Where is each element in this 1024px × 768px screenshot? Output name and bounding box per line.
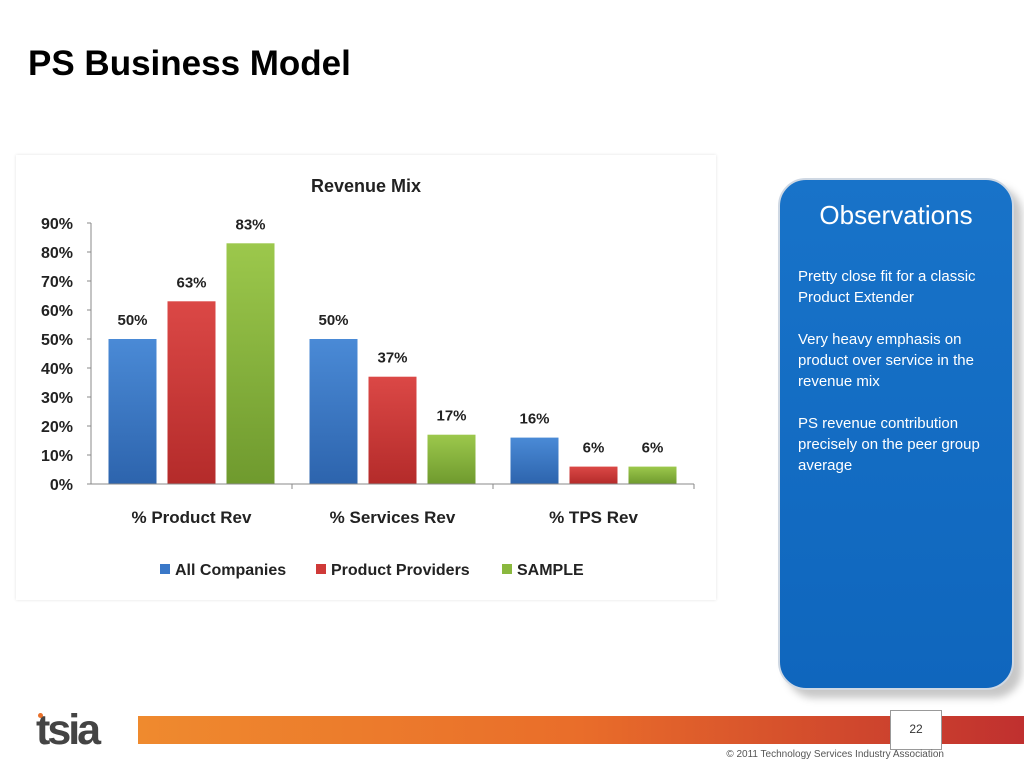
bar-groups: 50% 63% 83% 50% 37% 17% 16% 6% 6% [108, 216, 677, 484]
legend-swatch [502, 564, 512, 574]
bar-data-label: 6% [583, 440, 605, 457]
bar [628, 466, 677, 484]
legend-item: All Companies [160, 562, 286, 579]
legend-label: All Companies [175, 562, 286, 579]
copyright-notice: © 2011 Technology Services Industry Asso… [726, 749, 944, 760]
x-category-label: % Product Rev [132, 508, 253, 527]
observation-item: Very heavy emphasis on product over serv… [798, 331, 974, 390]
observation-item: PS revenue contribution precisely on the… [798, 415, 980, 474]
y-tick-label: 30% [41, 390, 73, 407]
tsia-logo: tsia [36, 706, 101, 754]
legend-item: SAMPLE [502, 562, 584, 579]
y-tick-label: 0% [50, 477, 73, 494]
bar [309, 339, 358, 484]
logo-accent-dot [38, 713, 43, 718]
legend-label: Product Providers [331, 562, 470, 579]
bar [167, 301, 216, 484]
observations-panel: Observations Pretty close fit for a clas… [778, 178, 1014, 690]
y-tick-label: 80% [41, 245, 73, 262]
page-number-box: 22 [890, 710, 942, 750]
bar-data-label: 17% [436, 408, 466, 425]
x-axis: % Product Rev % Services Rev % TPS Rev [91, 483, 695, 527]
x-category-label: % Services Rev [330, 508, 456, 527]
bar-data-label: 16% [519, 411, 549, 428]
chart-title: Revenue Mix [311, 176, 421, 196]
y-tick-label: 40% [41, 361, 73, 378]
footer-bar [138, 716, 1024, 744]
bar [108, 339, 157, 484]
observations-title: Observations [819, 200, 973, 230]
bar [510, 437, 559, 484]
bar-group: 50% 63% 83% [108, 216, 275, 484]
x-category-label: % TPS Rev [549, 508, 638, 527]
observations-list: Pretty close fit for a classic Product E… [798, 266, 998, 497]
legend-item: Product Providers [316, 562, 470, 579]
legend-swatch [160, 564, 170, 574]
bar [226, 243, 275, 484]
slide-title: PS Business Model [28, 44, 351, 83]
legend-swatch [316, 564, 326, 574]
bar [368, 376, 417, 484]
page-number: 22 [909, 722, 923, 736]
y-tick-label: 90% [41, 216, 73, 233]
y-tick-label: 60% [41, 303, 73, 320]
bar-data-label: 50% [117, 312, 147, 329]
revenue-mix-chart: Revenue Mix 0% 10% 20% 30% 40% 50% 60% 70% 80% 90… [41, 176, 695, 579]
bar [569, 466, 618, 484]
y-tick-label: 20% [41, 419, 73, 436]
legend-label: SAMPLE [517, 562, 584, 579]
bar [427, 434, 476, 484]
bar-group: 16% 6% 6% [510, 411, 677, 484]
bar-data-label: 6% [642, 440, 664, 457]
y-tick-label: 10% [41, 448, 73, 465]
bar-data-label: 83% [235, 216, 265, 233]
y-tick-label: 50% [41, 332, 73, 349]
y-axis: 0% 10% 20% 30% 40% 50% 60% 70% 80% 90% [41, 216, 92, 494]
bar-data-label: 63% [176, 274, 206, 291]
chart-legend: All Companies Product Providers SAMPLE [160, 562, 584, 579]
bar-group: 50% 37% 17% [309, 312, 476, 484]
y-tick-label: 70% [41, 274, 73, 291]
observation-item: Pretty close fit for a classic Product E… [798, 268, 976, 306]
bar-data-label: 37% [377, 350, 407, 367]
bar-data-label: 50% [318, 312, 348, 329]
chart-panel: Revenue Mix 0% 10% 20% 30% 40% 50% 60% 70% 80% 90… [16, 155, 716, 600]
